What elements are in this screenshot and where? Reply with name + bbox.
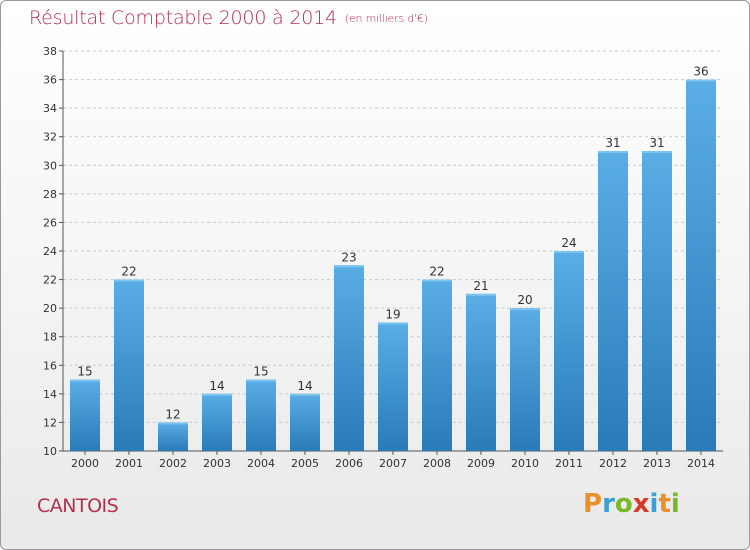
bar: [246, 379, 276, 451]
x-tick-label: 2012: [599, 457, 627, 470]
data-label: 31: [649, 136, 664, 150]
bar: [158, 422, 188, 451]
bar-top-highlight: [114, 279, 144, 282]
data-label: 31: [605, 136, 620, 150]
data-label: 12: [165, 407, 180, 421]
y-tick-label: 34: [43, 102, 57, 115]
data-label: 20: [517, 293, 532, 307]
y-tick-label: 36: [43, 74, 57, 87]
bar-top-highlight: [202, 393, 232, 396]
bar-top-highlight: [466, 293, 496, 296]
y-tick-label: 30: [43, 159, 57, 172]
y-tick-label: 10: [43, 445, 57, 458]
logo-letter: P: [583, 489, 603, 519]
bar: [422, 279, 452, 451]
bar: [554, 251, 584, 451]
data-label: 23: [341, 250, 356, 264]
chart-title-text: Résultat Comptable 2000 à 2014: [29, 7, 337, 29]
x-tick-label: 2003: [203, 457, 231, 470]
bar: [466, 293, 496, 451]
data-label: 14: [297, 379, 312, 393]
x-tick-label: 2004: [247, 457, 275, 470]
bar-top-highlight: [70, 379, 100, 382]
bar-top-highlight: [290, 393, 320, 396]
y-tick-label: 18: [43, 331, 57, 344]
bar: [202, 393, 232, 451]
data-label: 19: [385, 307, 400, 321]
y-tick-label: 32: [43, 131, 57, 144]
bar-top-highlight: [510, 308, 540, 311]
y-tick-label: 16: [43, 359, 57, 372]
x-tick-label: 2010: [511, 457, 539, 470]
y-tick-label: 14: [43, 388, 57, 401]
data-label: 15: [77, 365, 92, 379]
y-tick-label: 22: [43, 274, 57, 287]
x-tick-label: 2008: [423, 457, 451, 470]
bar: [378, 322, 408, 451]
x-tick-label: 2013: [643, 457, 671, 470]
bar-top-highlight: [686, 79, 716, 82]
bar-top-highlight: [334, 265, 364, 268]
y-tick-label: 24: [43, 245, 57, 258]
data-label: 21: [473, 279, 488, 293]
logo-letter: t: [658, 489, 671, 519]
logo-letter: r: [602, 489, 615, 519]
chart-subtitle: (en milliers d'€): [344, 12, 428, 25]
bar-top-highlight: [642, 151, 672, 153]
y-tick-label: 38: [43, 45, 57, 58]
y-tick-label: 20: [43, 302, 57, 315]
logo-letter: i: [649, 489, 659, 519]
data-label: 15: [253, 365, 268, 379]
y-tick-label: 28: [43, 188, 57, 201]
bar-top-highlight: [598, 151, 628, 153]
bar-top-highlight: [246, 379, 276, 382]
x-tick-label: 2006: [335, 457, 363, 470]
logo-letter: x: [632, 489, 650, 519]
data-label: 36: [693, 65, 708, 79]
bar-top-highlight: [422, 279, 452, 282]
x-tick-label: 2005: [291, 457, 319, 470]
x-tick-label: 2007: [379, 457, 407, 470]
bar: [70, 379, 100, 451]
y-tick-label: 26: [43, 216, 57, 229]
x-tick-label: 2009: [467, 457, 495, 470]
x-tick-label: 2014: [687, 457, 715, 470]
bar: [642, 151, 672, 451]
logo-letter: o: [614, 489, 633, 519]
chart-title: Résultat Comptable 2000 à 2014 (en millie…: [29, 7, 428, 29]
bar: [686, 79, 716, 452]
data-label: 14: [209, 379, 224, 393]
bar-top-highlight: [378, 322, 408, 325]
x-tick-label: 2011: [555, 457, 583, 470]
logo-letter: i: [670, 489, 680, 519]
bar: [510, 308, 540, 451]
bar: [290, 393, 320, 451]
bar-top-highlight: [158, 422, 188, 425]
x-tick-label: 2000: [71, 457, 99, 470]
x-tick-label: 2001: [115, 457, 143, 470]
bar: [334, 265, 364, 451]
proxiti-logo: Proxiti: [583, 489, 680, 519]
data-label: 22: [429, 265, 444, 279]
commune-name: CANTOIS: [37, 495, 119, 517]
data-label: 24: [561, 236, 576, 250]
data-label: 22: [121, 265, 136, 279]
bar-top-highlight: [554, 251, 584, 253]
y-tick-label: 12: [43, 416, 57, 429]
x-tick-label: 2002: [159, 457, 187, 470]
bar: [598, 151, 628, 451]
bar: [114, 279, 144, 451]
